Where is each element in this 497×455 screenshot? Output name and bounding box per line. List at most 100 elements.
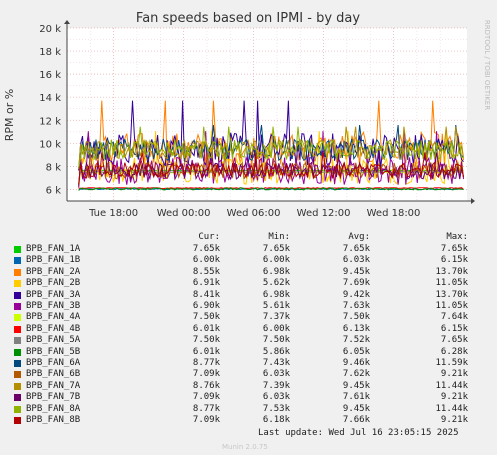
legend-avg-value: 7.69k	[342, 278, 370, 289]
legend-series-name: BPB_FAN_2B	[26, 278, 81, 289]
legend-series-name: BPB_FAN_8B	[26, 415, 81, 425]
legend-min-value: 7.65k	[262, 244, 290, 254]
x-tick-label: Wed 00:00	[157, 208, 211, 219]
legend-row: BPB_FAN_4A 7.50k 7.37k 7.50k 7.64k	[0, 312, 497, 323]
legend-row: BPB_FAN_6B 7.09k 6.03k 7.62k 9.21k	[0, 369, 497, 380]
legend-cur-value: 6.01k	[192, 346, 220, 357]
legend-header-min: Min:	[268, 232, 290, 242]
y-tick-label: 10 k	[39, 139, 61, 150]
legend-avg-value: 7.63k	[342, 301, 370, 311]
y-tick-label: 18 k	[39, 47, 61, 58]
legend-header-cur: Cur:	[198, 232, 220, 242]
munin-version: Munin 2.0.75	[222, 443, 268, 451]
legend-swatch	[14, 348, 21, 356]
series-line-bpb-fan-8b	[78, 152, 464, 184]
legend-row: BPB_FAN_3B 6.90k 5.61k 7.63k 11.05k	[0, 301, 497, 312]
legend-min-value: 5.62k	[262, 278, 290, 289]
legend-min-value: 6.98k	[262, 266, 290, 277]
legend-cur-value: 7.09k	[192, 392, 220, 403]
legend-max-value: 9.21k	[440, 392, 468, 403]
legend-cur-value: 8.77k	[192, 403, 220, 414]
legend-cur-value: 6.00k	[192, 255, 220, 266]
legend-max-value: 6.15k	[440, 323, 468, 334]
y-tick-label: 16 k	[39, 70, 61, 81]
legend-row: BPB_FAN_8A 8.77k 7.53k 9.45k 11.44k	[0, 404, 497, 415]
legend-row: BPB_FAN_2A 8.55k 6.98k 9.45k 13.70k	[0, 267, 497, 278]
legend-row: BPB_FAN_5A 7.50k 7.50k 7.52k 7.65k	[0, 335, 497, 346]
legend-row: BPB_FAN_6A 8.77k 7.43k 9.46k 11.59k	[0, 358, 497, 369]
legend-min-value: 7.53k	[262, 403, 290, 414]
legend-avg-value: 9.42k	[342, 289, 370, 300]
legend-max-value: 6.28k	[440, 346, 468, 357]
legend-series-name: BPB_FAN_4B	[26, 323, 81, 334]
legend-min-value: 6.00k	[262, 323, 290, 334]
legend-max-value: 11.59k	[435, 358, 468, 368]
y-tick-label: 6 k	[46, 185, 62, 196]
legend-cur-value: 7.09k	[192, 369, 220, 380]
legend-max-value: 7.64k	[440, 312, 468, 323]
legend-series-name: BPB_FAN_3A	[26, 289, 81, 300]
legend-cur-value: 7.65k	[192, 244, 220, 254]
legend-min-value: 5.61k	[262, 301, 290, 311]
legend-cur-value: 6.90k	[192, 301, 220, 311]
legend-row: BPB_FAN_5B 6.01k 5.86k 6.05k 6.28k	[0, 347, 497, 358]
legend-max-value: 11.44k	[435, 380, 468, 391]
legend-series-name: BPB_FAN_7A	[26, 380, 81, 391]
legend-cur-value: 8.41k	[192, 289, 220, 300]
legend-row: BPB_FAN_7B 7.09k 6.03k 7.61k 9.21k	[0, 392, 497, 403]
legend-avg-value: 6.13k	[342, 323, 370, 334]
legend-min-value: 7.50k	[262, 335, 290, 346]
legend-series-name: BPB_FAN_2A	[26, 266, 81, 277]
legend-min-value: 5.86k	[262, 346, 290, 357]
x-axis-arrow	[471, 198, 475, 204]
legend-avg-value: 9.45k	[342, 266, 370, 277]
legend-cur-value: 6.01k	[192, 323, 220, 334]
legend-min-value: 6.00k	[262, 255, 290, 266]
legend-avg-value: 7.65k	[342, 244, 370, 254]
legend-swatch	[14, 382, 21, 390]
chart-title: Fan speeds based on IPMI - by day	[136, 11, 360, 26]
legend-avg-value: 7.52k	[342, 335, 370, 346]
x-tick-label: Tue 18:00	[88, 208, 138, 219]
legend-max-value: 13.70k	[435, 266, 468, 277]
legend-min-value: 7.43k	[262, 358, 290, 368]
legend-cur-value: 8.77k	[192, 358, 220, 368]
legend-cur-value: 7.50k	[192, 335, 220, 346]
legend-cur-value: 7.50k	[192, 312, 220, 323]
legend-swatch	[14, 291, 21, 299]
legend-series-name: BPB_FAN_3B	[26, 301, 81, 311]
legend-avg-value: 7.66k	[342, 415, 370, 425]
last-update: Last update: Wed Jul 16 23:05:15 2025	[258, 428, 459, 438]
legend-swatch	[14, 394, 21, 402]
legend-swatch	[14, 405, 21, 413]
series-line-bpb-fan-4b	[78, 187, 464, 190]
legend-row: BPB_FAN_2B 6.91k 5.62k 7.69k 11.05k	[0, 278, 497, 289]
legend-avg-value: 6.03k	[342, 255, 370, 266]
legend-swatch	[14, 325, 21, 333]
legend-max-value: 7.65k	[440, 335, 468, 346]
y-tick-label: 20 k	[39, 24, 61, 35]
legend-swatch	[14, 246, 21, 253]
legend-max-value: 11.05k	[435, 301, 468, 311]
legend-avg-value: 7.50k	[342, 312, 370, 323]
legend-max-value: 9.21k	[440, 415, 468, 425]
legend-min-value: 7.37k	[262, 312, 290, 323]
legend-swatch	[14, 303, 21, 310]
legend-min-value: 6.98k	[262, 289, 290, 300]
y-axis-arrow	[64, 20, 70, 24]
x-tick-label: Wed 06:00	[227, 208, 281, 219]
legend-series-name: BPB_FAN_6A	[26, 358, 81, 368]
legend-max-value: 6.15k	[440, 255, 468, 266]
legend-avg-value: 9.45k	[342, 380, 370, 391]
legend-max-value: 11.44k	[435, 403, 468, 414]
series-line-bpb-fan-8a	[78, 126, 464, 168]
legend-cur-value: 8.76k	[192, 380, 220, 391]
fan-speed-chart: 6 k 8 k 10 k 12 k 14 k 16 k 18 k 20 k Tue 18:00 W…	[3, 11, 491, 219]
legend-avg-value: 9.45k	[342, 403, 370, 414]
legend-swatch	[14, 280, 21, 288]
x-tick-label: Wed 12:00	[297, 208, 351, 219]
legend-row: BPB_FAN_7A 8.76k 7.39k 9.45k 11.44k	[0, 381, 497, 392]
legend-min-value: 7.39k	[262, 380, 290, 391]
legend-cur-value: 6.91k	[192, 278, 220, 289]
legend-avg-value: 9.46k	[342, 358, 370, 368]
